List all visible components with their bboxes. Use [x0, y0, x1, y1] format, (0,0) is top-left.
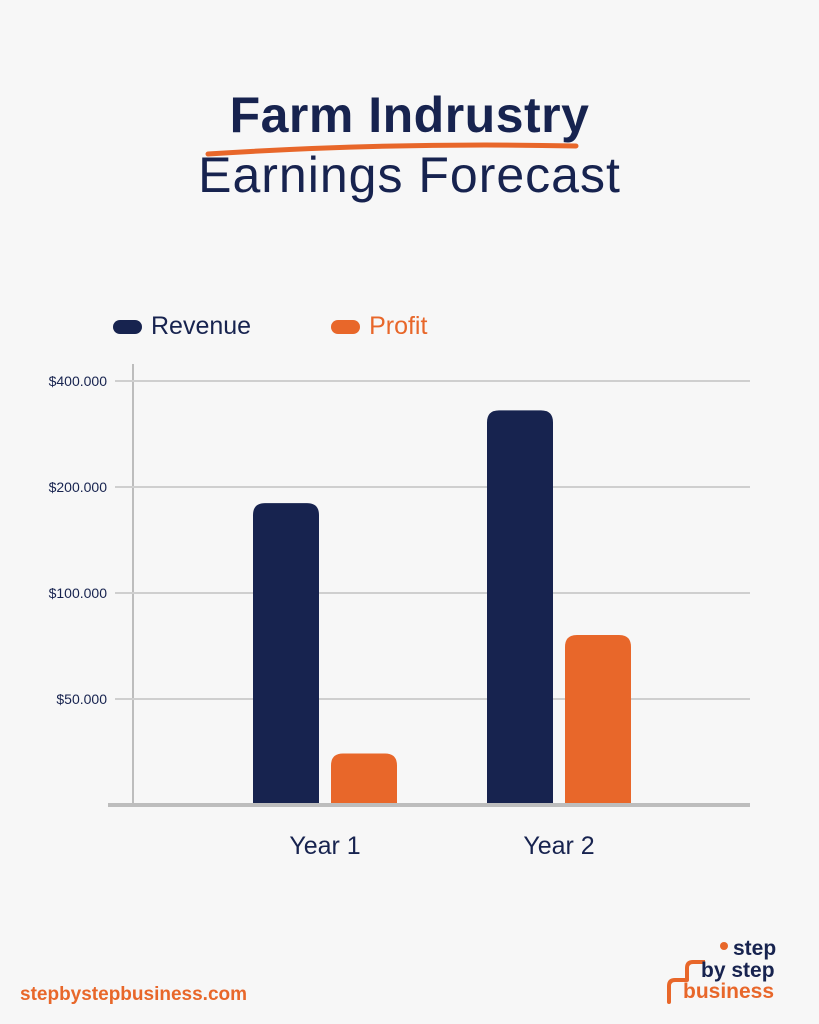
bar-profit-2: [565, 634, 631, 805]
title-underline-decoration: [205, 142, 579, 157]
chart-title: Farm Indrustry Earnings Forecast: [0, 86, 819, 204]
brand-logo: step by step business: [665, 938, 795, 1004]
logo-dot: [720, 942, 728, 950]
y-tick-label: $200.000: [49, 479, 108, 495]
title-line-2: Earnings Forecast: [198, 147, 621, 203]
legend-swatch-profit: [331, 319, 361, 334]
bar-revenue-2: [487, 410, 553, 805]
legend-label-revenue: Revenue: [151, 312, 252, 340]
footer-url[interactable]: stepbystepbusiness.com: [20, 984, 248, 1005]
legend-item-revenue: Revenue: [113, 312, 251, 341]
bar-profit-1: [331, 753, 397, 805]
legend-label-profit: Profit: [369, 312, 428, 340]
stairs-icon: [667, 960, 705, 1004]
bar-chart: $400.000 $200.000 $100.000 $50.000 Year 1 Yea…: [49, 364, 750, 860]
chart-legend: Revenue Profit: [113, 312, 507, 341]
y-tick-label: $50.000: [56, 691, 107, 707]
y-tick-label: $400.000: [49, 373, 108, 389]
x-tick-label: Year 1: [289, 832, 360, 860]
logo-text-business: business: [683, 980, 775, 1003]
y-tick-label: $100.000: [49, 585, 108, 601]
bar-revenue-1: [253, 503, 319, 805]
legend-swatch-revenue: [113, 319, 142, 334]
title-line-1: Farm Indrustry: [229, 87, 590, 143]
logo-text-step: step: [733, 937, 777, 960]
x-tick-label: Year 2: [523, 832, 594, 860]
legend-item-profit: Profit: [331, 312, 427, 341]
logo-text-by-step: by step: [701, 959, 775, 982]
